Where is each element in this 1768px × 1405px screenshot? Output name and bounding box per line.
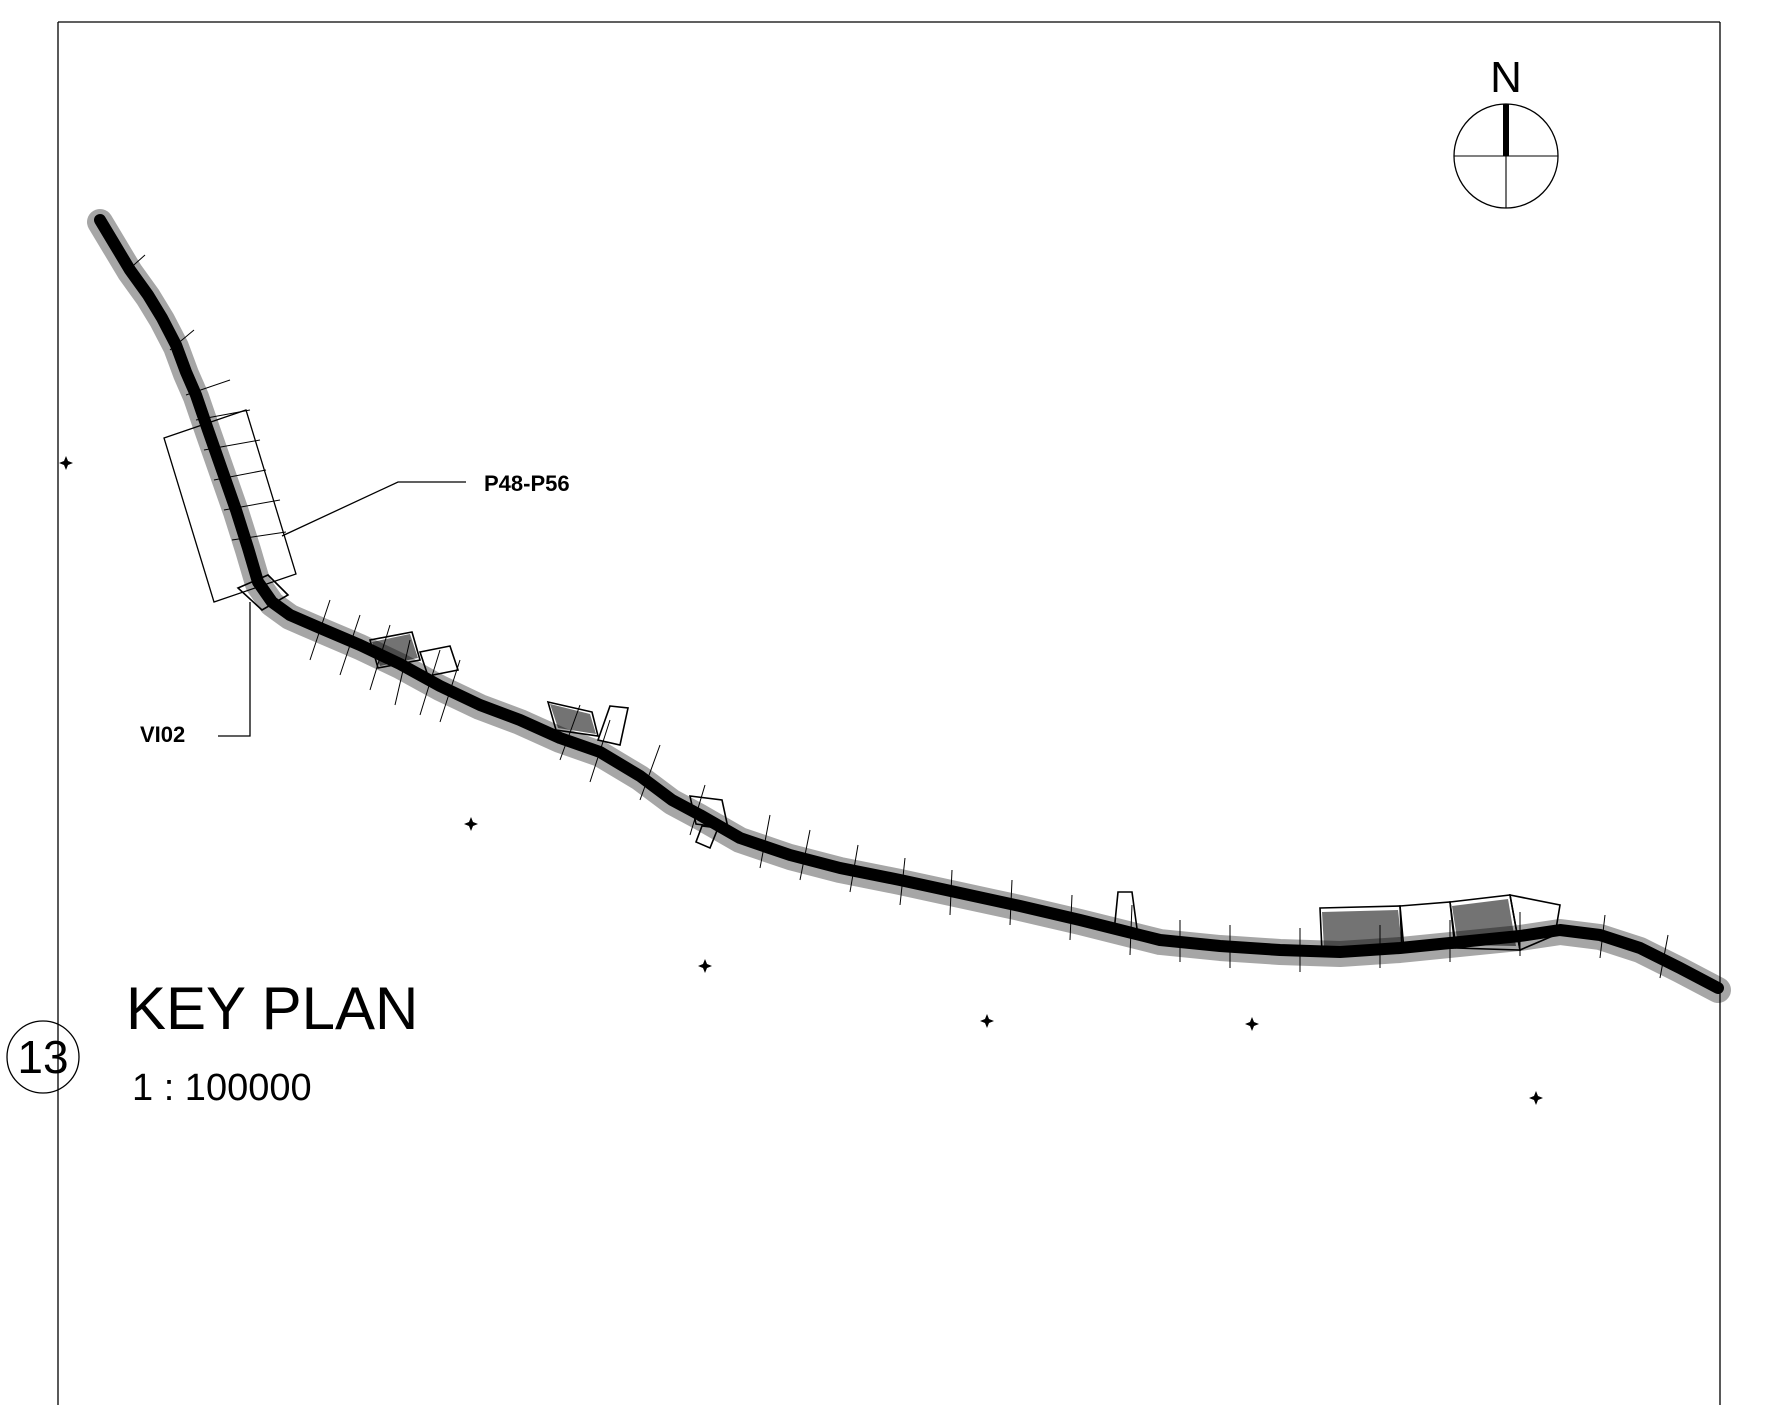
view-scale: 1 : 100000 (132, 1067, 312, 1109)
control-points (59, 456, 1543, 1105)
interchange-hatching (372, 634, 1516, 948)
title-block: 13 KEY PLAN 1 : 100000 (6, 975, 418, 1109)
north-arrow: N (1453, 53, 1559, 209)
view-ref-label: VI02 (140, 722, 185, 747)
detail-box (163, 409, 466, 603)
corridor-alignment (87, 209, 1731, 1003)
view-number-bubble (6, 1020, 80, 1094)
view-number: 13 (17, 1031, 68, 1083)
control-point-marker (980, 1014, 994, 1028)
cross-section-ticks (125, 254, 1669, 979)
control-point-marker (698, 959, 712, 973)
north-label: N (1490, 53, 1522, 102)
detail-box-label: P48-P56 (484, 471, 570, 496)
view-title: KEY PLAN (126, 975, 418, 1042)
control-point-marker (1245, 1017, 1259, 1031)
control-point-marker (1529, 1091, 1543, 1105)
interchange-features (236, 574, 1561, 953)
control-point-marker (59, 456, 73, 470)
drawing-frame (57, 21, 1721, 1405)
view-ref-leader (218, 602, 251, 737)
control-point-marker (464, 817, 478, 831)
